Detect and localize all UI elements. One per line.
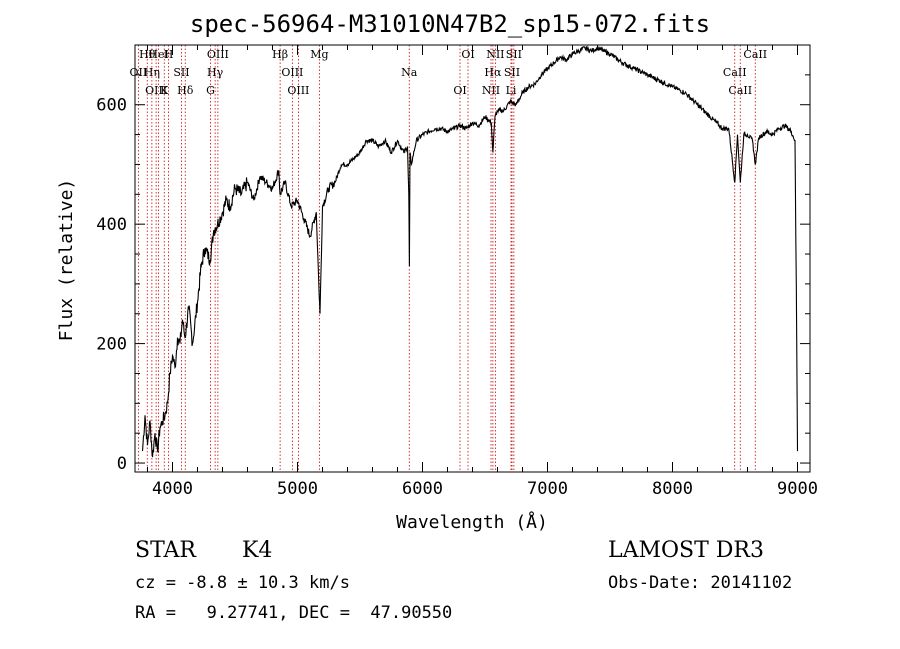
line-marker-label: Mg xyxy=(310,48,328,61)
x-tick-label: 9000 xyxy=(777,479,818,499)
line-marker-label: OIII xyxy=(281,66,303,79)
x-tick-label: 8000 xyxy=(652,479,693,499)
axis-ticks xyxy=(135,45,810,472)
line-marker-label: SII xyxy=(173,66,189,79)
line-marker-label: CaII xyxy=(723,66,747,79)
line-marker-label: G xyxy=(206,84,215,97)
chart-title: spec-56964-M31010N47B2_sp15-072.fits xyxy=(189,10,711,38)
y-tick-label: 400 xyxy=(96,215,127,235)
flux-series-line xyxy=(141,45,799,458)
line-marker-label: OI xyxy=(461,48,474,61)
line-markers xyxy=(137,45,756,472)
line-marker-label: K xyxy=(160,84,169,97)
redshift-cz: cz = -8.8 ± 10.3 km/s xyxy=(135,573,350,593)
line-marker-label: OIII xyxy=(145,84,167,97)
line-marker-label: Hδ xyxy=(177,84,194,97)
line-marker-label: OIII xyxy=(287,84,309,97)
x-tick-label: 7000 xyxy=(527,479,568,499)
line-marker-label: NII xyxy=(482,84,500,97)
line-marker-label: H xyxy=(164,48,174,61)
line-marker-label: CaII xyxy=(728,84,752,97)
line-marker-label: SII xyxy=(504,66,520,79)
y-axis-label: Flux (relative) xyxy=(56,179,77,342)
object-subclass: K4 xyxy=(242,538,273,563)
line-marker-label: Na xyxy=(401,66,418,79)
line-marker-label: Li xyxy=(506,84,517,97)
line-marker-label: OIII xyxy=(207,48,229,61)
line-marker-label: OI xyxy=(453,84,466,97)
y-tick-label: 200 xyxy=(96,335,127,355)
x-tick-label: 5000 xyxy=(277,479,318,499)
y-tick-label: 0 xyxy=(117,454,127,474)
line-marker-label: SII xyxy=(506,48,522,61)
line-marker-label: HeI xyxy=(148,48,168,61)
line-marker-label: NII xyxy=(486,48,504,61)
line-marker-label: Hγ xyxy=(207,66,224,79)
line-marker-label: Hη xyxy=(144,66,160,79)
line-marker-labels: Hθ OII OIII HeI HηK H SII Hδ OIII Hγ G Hβ OIII OIII Mg… xyxy=(130,48,768,97)
line-marker-label: OII xyxy=(130,66,148,79)
x-tick-label: 6000 xyxy=(402,479,443,499)
survey-name: LAMOST DR3 xyxy=(608,538,764,563)
line-marker-label: CaII xyxy=(743,48,767,61)
axis-tick-labels: 4000 5000 6000 7000 8000 9000 0 200 400 600 xyxy=(96,96,818,499)
x-tick-label: 4000 xyxy=(152,479,193,499)
plot-frame xyxy=(134,44,811,473)
observation-date: Obs-Date: 20141102 xyxy=(608,573,793,593)
y-tick-label: 600 xyxy=(96,96,127,116)
line-marker-label: Hθ xyxy=(139,48,156,61)
x-axis-label: Wavelength (Å) xyxy=(396,511,548,533)
object-class: STAR xyxy=(135,538,196,563)
line-marker-label: Hα xyxy=(484,66,502,79)
line-marker-label: Hβ xyxy=(272,48,288,61)
coordinates: RA = 9.27741, DEC = 47.90550 xyxy=(135,603,453,623)
